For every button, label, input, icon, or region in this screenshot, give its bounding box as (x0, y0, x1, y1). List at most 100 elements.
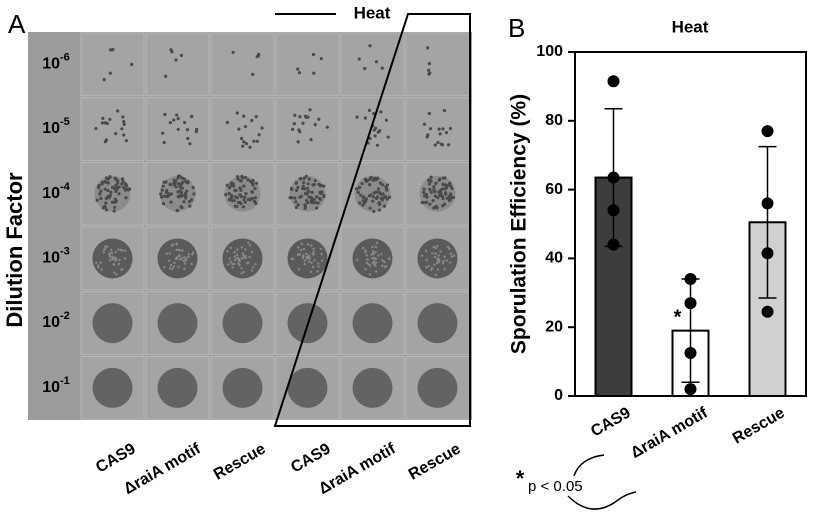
colony (108, 175, 112, 179)
colony (114, 178, 118, 182)
colony (372, 252, 375, 256)
colony (320, 259, 324, 262)
colony (433, 194, 437, 198)
colony (298, 253, 301, 256)
colony (375, 241, 379, 245)
colony (226, 250, 229, 253)
colony (293, 113, 297, 117)
colony (304, 174, 308, 178)
column-label: CAS9 (93, 440, 139, 476)
colony (104, 201, 108, 205)
colony (160, 188, 164, 192)
colony (382, 196, 386, 200)
colony (184, 180, 188, 184)
colony (302, 254, 305, 257)
colony (162, 194, 166, 198)
colony (293, 196, 297, 200)
colony (110, 251, 114, 255)
colony (230, 199, 235, 203)
colony (235, 257, 239, 260)
colony (184, 194, 188, 198)
y-tick-label: 60 (545, 181, 563, 198)
colony (429, 190, 433, 194)
colony (309, 200, 314, 204)
colony (123, 249, 127, 252)
colony (423, 194, 427, 198)
colony (172, 178, 176, 182)
colony (315, 195, 319, 199)
colony (311, 253, 314, 256)
colony (239, 188, 243, 192)
colony (239, 179, 243, 183)
colony (114, 259, 117, 262)
colony (108, 117, 112, 121)
colony (233, 250, 236, 254)
row-label: 10-5 (42, 116, 70, 137)
colony (175, 248, 178, 251)
colony (231, 50, 235, 55)
colony-spot (417, 367, 458, 408)
colony (106, 177, 110, 181)
colony (233, 258, 237, 262)
colony-spot (92, 367, 133, 408)
colony (124, 139, 128, 143)
colony (103, 187, 107, 191)
plate-cell (80, 97, 145, 161)
colony-spot (157, 367, 198, 408)
colony (122, 133, 126, 137)
colony (307, 260, 311, 264)
data-point (761, 197, 774, 210)
colony (436, 245, 439, 248)
colony (123, 188, 127, 192)
colony (450, 186, 454, 191)
colony (239, 201, 243, 206)
data-point (607, 238, 620, 251)
column-label: Rescue (406, 440, 464, 483)
colony (448, 261, 452, 264)
y-axis-title: Sporulation Efficiency (%) (508, 94, 531, 354)
bar (594, 176, 633, 397)
colony (116, 181, 120, 185)
colony (308, 255, 311, 258)
y-tick-label: 0 (554, 387, 563, 404)
colony (231, 262, 234, 266)
colony (229, 246, 232, 250)
colony (366, 258, 369, 261)
colony (173, 261, 176, 265)
colony (317, 182, 321, 186)
colony (373, 134, 377, 138)
colony (253, 196, 258, 200)
colony (294, 188, 299, 193)
colony (187, 255, 190, 259)
colony (288, 196, 292, 200)
colony (169, 200, 173, 204)
colony (242, 114, 246, 118)
colony (97, 264, 100, 267)
significance-marker: * (674, 306, 682, 328)
plate-cell (405, 32, 470, 97)
colony (175, 209, 179, 213)
colony (422, 190, 426, 195)
colony (368, 206, 372, 210)
colony (227, 263, 230, 266)
colony (103, 205, 107, 209)
colony (364, 199, 368, 204)
chart-title: Heat (672, 17, 709, 36)
colony (164, 180, 168, 184)
colony (294, 181, 298, 186)
colony (233, 195, 237, 199)
colony (314, 201, 318, 205)
colony (255, 139, 259, 143)
colony (187, 200, 191, 204)
x-tick-label: CAS9 (588, 404, 634, 440)
colony (168, 259, 171, 262)
colony (227, 198, 232, 202)
colony (426, 178, 431, 182)
colony (320, 252, 323, 256)
panel-label: B (508, 13, 525, 43)
colony (305, 192, 309, 196)
colony (247, 261, 250, 265)
colony (427, 182, 432, 186)
colony (99, 189, 103, 193)
colony (357, 185, 362, 190)
